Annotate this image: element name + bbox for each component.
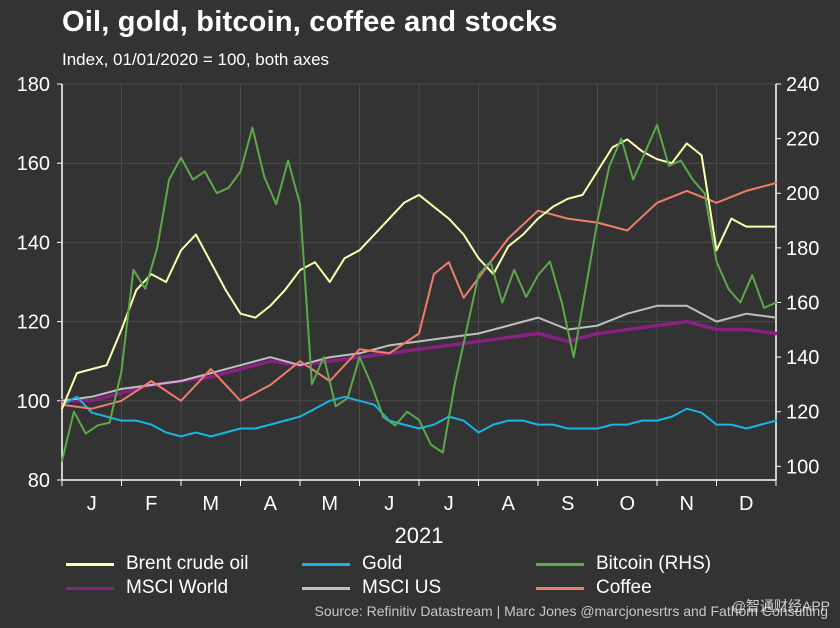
- series-line-gold: [61, 395, 777, 438]
- legend-item-gold: Gold: [302, 553, 402, 575]
- left-tick-label-2: 120: [17, 312, 50, 334]
- x-tick-label-10: N: [680, 493, 694, 515]
- x-tick-label-0: J: [87, 493, 97, 515]
- series-line-bitcoin-rhs: [61, 124, 777, 462]
- legend-item-coffee: Coffee: [536, 577, 652, 599]
- left-tick-label-0: 80: [28, 470, 50, 492]
- x-tick-label-1: F: [145, 493, 157, 515]
- chart-subtitle: Index, 01/01/2020 = 100, both axes: [62, 50, 330, 69]
- x-tick-label-6: J: [444, 493, 454, 515]
- legend-swatch-gold: [302, 562, 350, 566]
- legend-item-brent: Brent crude oil: [66, 553, 249, 575]
- legend-label-bitcoin: Bitcoin (RHS): [596, 553, 712, 574]
- left-tick-label-4: 160: [17, 153, 50, 175]
- legend-swatch-brent: [66, 562, 114, 566]
- legend-swatch-coffee: [536, 586, 584, 590]
- right-tick-label-2: 140: [786, 347, 819, 369]
- source-note: Source: Refinitiv Datastream | Marc Jone…: [314, 603, 829, 619]
- legend-swatch-bitcoin: [536, 562, 584, 566]
- right-tick-label-1: 120: [786, 402, 819, 424]
- legend-label-brent: Brent crude oil: [126, 553, 249, 574]
- series-line-coffee: [61, 182, 777, 410]
- right-tick-label-5: 200: [786, 183, 819, 205]
- x-tick-label-3: A: [264, 493, 278, 515]
- x-tick-label-4: M: [321, 493, 338, 515]
- left-tick-label-1: 100: [17, 391, 50, 413]
- chart-title: Oil, gold, bitcoin, coffee and stocks: [62, 6, 558, 38]
- x-tick-label-11: D: [739, 493, 753, 515]
- watermark: @智通财经APP: [731, 598, 830, 614]
- legend-label-gold: Gold: [362, 553, 403, 574]
- right-tick-label-0: 100: [786, 456, 819, 478]
- legend-item-bitcoin: Bitcoin (RHS): [536, 553, 711, 575]
- legend-label-msci-us: MSCI US: [362, 577, 442, 598]
- series-line-msci-us: [61, 304, 777, 402]
- x-tick-label-8: S: [561, 493, 574, 515]
- legend-label-coffee: Coffee: [596, 577, 652, 598]
- right-tick-label-3: 160: [786, 292, 819, 314]
- legend-swatch-msci-us: [302, 586, 350, 590]
- chart-legend: Brent crude oil Gold Bitcoin (RHS) MSCI …: [66, 553, 766, 601]
- right-tick-label-4: 180: [786, 238, 819, 260]
- series-line-brent-crude-oil: [61, 138, 777, 410]
- right-tick-label-6: 220: [786, 129, 819, 151]
- right-tick-label-7: 240: [786, 74, 819, 96]
- x-tick-label-5: J: [384, 493, 394, 515]
- x-axis-year-label: 2021: [395, 523, 444, 548]
- x-tick-label-2: M: [202, 493, 219, 515]
- legend-swatch-msci-world: [66, 586, 114, 590]
- x-tick-label-7: A: [502, 493, 516, 515]
- legend-item-msci-world: MSCI World: [66, 577, 228, 599]
- x-tick-label-9: O: [619, 493, 635, 515]
- legend-item-msci-us: MSCI US: [302, 577, 441, 599]
- left-tick-label-5: 180: [17, 74, 50, 96]
- left-tick-label-3: 140: [17, 232, 50, 254]
- legend-label-msci-world: MSCI World: [126, 577, 229, 598]
